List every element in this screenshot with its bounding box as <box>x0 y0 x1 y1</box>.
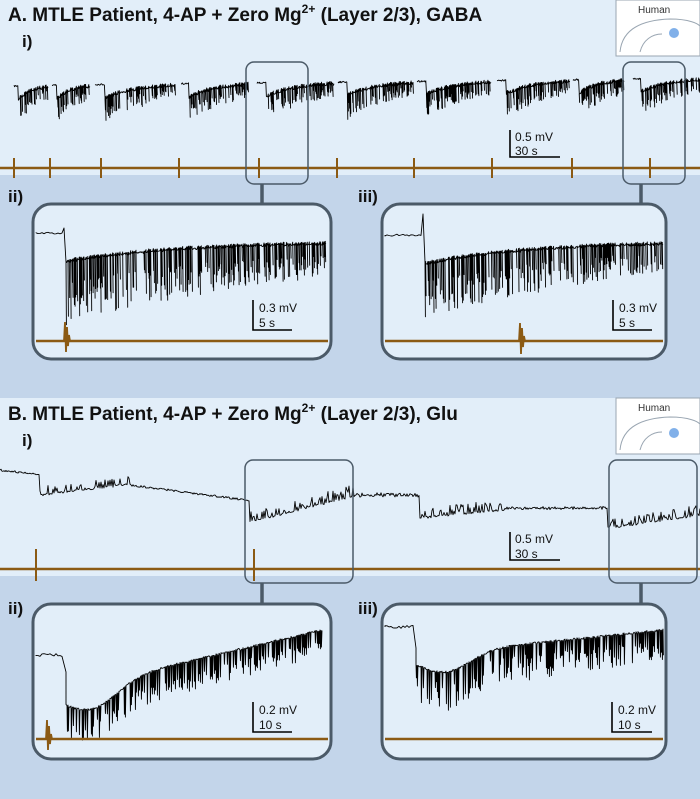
panel-a-zoom-ii-scale-x: 5 s <box>259 316 275 330</box>
panel-b-inset-label: Human <box>638 403 670 414</box>
panel-b-zoom-iii-scale-x: 10 s <box>618 718 641 732</box>
panel-a-zoom-box-iii <box>622 61 686 185</box>
panel-a-zoom-ii-scale-bar: 0.3 mV 5 s <box>252 300 297 331</box>
panel-b-zoom-ii-scale-bar: 0.2 mV 10 s <box>252 702 297 733</box>
panel-b-zoom-iii-waveform <box>384 625 664 711</box>
panel-a-zoom-box-ii <box>245 61 309 185</box>
panel-a-scale-y-label: 0.5 mV <box>515 130 553 144</box>
panel-a-recording-site <box>669 28 679 38</box>
panel-b-zoom-iii-label: iii) <box>358 599 378 618</box>
panel-b-zoom-ii-event-tick <box>45 719 53 751</box>
panel-a-overview-segment-0 <box>13 84 49 116</box>
panel-a-overview-segment-3 <box>181 81 249 118</box>
panel-a-overview-segment-9 <box>632 77 700 111</box>
panel-b-zoom-iii-frame <box>380 602 668 761</box>
panel-b-zoom-ii-label: ii) <box>8 599 23 618</box>
panel-b-zoom-ii-waveform <box>35 629 323 741</box>
panel-b-zoom-ii-scale-y: 0.2 mV <box>259 703 297 717</box>
panel-b-overview-waveform <box>0 468 700 528</box>
panel-a-overview-segment-6 <box>416 79 492 115</box>
panel-a-top-background <box>0 0 700 175</box>
panel-b-scale-y-label: 0.5 mV <box>515 532 553 546</box>
panel-b-brain-inset: Human <box>615 397 700 455</box>
panel-a-overview-segment-1 <box>51 83 91 120</box>
panel-a-zoom-ii-label: ii) <box>8 187 23 206</box>
panel-a-zoom-ii-event-tick <box>63 321 71 353</box>
panel-b-top-background <box>0 398 700 576</box>
panel-a-overview-segment-5 <box>337 80 414 120</box>
panel-a-zoom-iii-waveform <box>384 213 664 318</box>
panel-b-overview-scale-bar: 0.5 mV 30 s <box>509 532 560 561</box>
panel-b-title: B. MTLE Patient, 4-AP + Zero Mg2+ (Layer… <box>8 401 458 425</box>
panel-a-overview-trace <box>13 77 700 121</box>
panel-a-overview-segment-4 <box>256 81 335 113</box>
panel-a-event-ticks <box>13 158 651 178</box>
panel-a-inset-label: Human <box>638 5 670 16</box>
panel-b-zoom-ii-trace <box>35 629 323 741</box>
panel-a-zoom-iii-scale-x: 5 s <box>619 316 635 330</box>
panel-b-zoom-iii-scale-bar: 0.2 mV 10 s <box>611 702 656 733</box>
panel-a-brain-inset: Human <box>615 0 700 57</box>
panel-a-zoom-ii-trace <box>35 227 327 326</box>
panel-a-overview-segment-7 <box>496 78 571 115</box>
panel-b-overview-label: i) <box>22 431 32 450</box>
panel-b-zoom-box-iii <box>608 459 698 584</box>
panel-a-zoom-iii-scale-y: 0.3 mV <box>619 301 657 315</box>
panel-b-zoom-ii-scale-x: 10 s <box>259 718 282 732</box>
panel-a-zoom-iii-event-tick <box>518 322 526 355</box>
panel-b-zoom-iii-scale-y: 0.2 mV <box>618 703 656 717</box>
panel-a-zoom-iii-trace <box>384 213 664 318</box>
panel-b-overview-trace <box>0 468 700 528</box>
panel-b-zoom-box-ii <box>244 459 354 584</box>
panel-a-zoom-ii-waveform <box>35 227 327 326</box>
panel-a-overview-segment-2 <box>94 82 176 121</box>
panel-b-recording-site <box>669 428 679 438</box>
panel-a-overview-segment-8 <box>572 78 625 109</box>
panel-a-overview-scale-bar: 0.5 mV 30 s <box>509 130 560 158</box>
panel-a-zoom-ii-scale-y: 0.3 mV <box>259 301 297 315</box>
panel-a-overview-label: i) <box>22 32 32 51</box>
panel-a-zoom-iii-label: iii) <box>358 187 378 206</box>
panel-a-zoom-iii-frame <box>380 202 668 361</box>
panel-a-title: A. MTLE Patient, 4-AP + Zero Mg2+ (Layer… <box>8 2 482 26</box>
panel-b-scale-x-label: 30 s <box>515 547 538 561</box>
panel-a-zoom-iii-scale-bar: 0.3 mV 5 s <box>612 300 657 331</box>
panel-a-zoom-ii-frame <box>31 202 333 361</box>
panel-b-zoom-iii-trace <box>384 625 664 711</box>
panel-b-event-ticks <box>35 549 255 581</box>
panel-a-scale-x-label: 30 s <box>515 144 538 158</box>
